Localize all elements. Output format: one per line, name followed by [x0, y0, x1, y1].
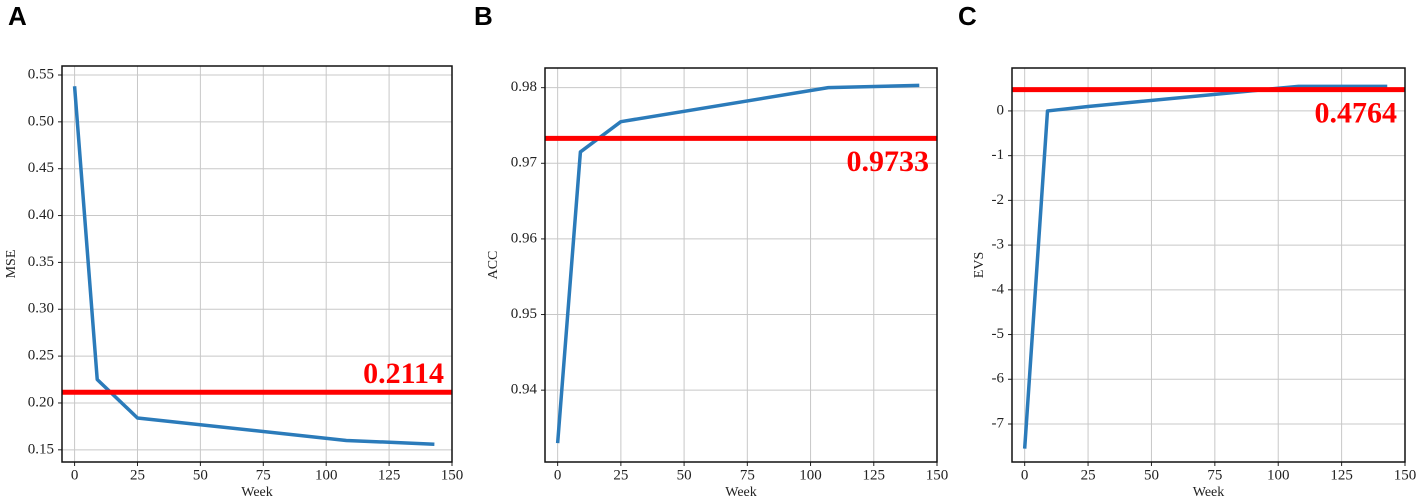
- x-tick-label: 125: [378, 467, 401, 483]
- x-tick-label: 150: [441, 467, 464, 483]
- x-tick-label: 125: [1330, 467, 1353, 483]
- x-tick-label: 125: [863, 467, 886, 483]
- data-line: [1022, 84, 1388, 449]
- data-line: [72, 86, 435, 446]
- y-tick-label: 0.98: [511, 79, 537, 95]
- y-tick-label: -1: [992, 147, 1005, 163]
- y-tick-label: 0.45: [28, 160, 54, 176]
- y-tick-label: 0.55: [28, 66, 54, 82]
- panel-letter: B: [474, 1, 493, 31]
- x-tick-label: 100: [799, 467, 822, 483]
- reference-label: 0.9733: [847, 145, 930, 178]
- x-tick-label: 150: [1394, 467, 1417, 483]
- x-tick-label: 25: [613, 467, 628, 483]
- y-tick-label: 0.20: [28, 394, 54, 410]
- y-tick-label: -3: [992, 237, 1005, 253]
- reference-label: 0.2114: [363, 357, 444, 390]
- y-tick-label: -7: [992, 415, 1005, 431]
- x-axis-label: Week: [725, 485, 757, 500]
- y-axis-label: EVS: [972, 252, 987, 278]
- x-tick-label: 50: [677, 467, 692, 483]
- y-tick-label: 0.96: [511, 230, 538, 246]
- x-tick-label: 0: [71, 467, 79, 483]
- y-tick-label: 0.97: [511, 155, 538, 171]
- x-tick-label: 0: [1021, 467, 1029, 483]
- panel-letter: C: [958, 1, 977, 31]
- y-tick-label: -5: [992, 326, 1005, 342]
- x-axis-label: Week: [241, 485, 273, 500]
- plot-frame: [61, 65, 453, 463]
- x-tick-label: 150: [926, 467, 949, 483]
- panel-letter: A: [8, 1, 27, 31]
- x-tick-label: 50: [193, 467, 208, 483]
- x-tick-label: 25: [130, 467, 145, 483]
- data-line: [555, 83, 920, 444]
- y-tick-label: 0.50: [28, 113, 54, 129]
- y-tick-label: 0: [997, 102, 1005, 118]
- y-tick-label: 0.35: [28, 254, 54, 270]
- y-tick-label: 0.25: [28, 348, 54, 364]
- y-axis-label: ACC: [486, 251, 501, 280]
- x-tick-label: 100: [1267, 467, 1290, 483]
- plot-frame: [544, 67, 938, 463]
- y-tick-label: 0.30: [28, 301, 54, 317]
- x-tick-label: 0: [554, 467, 562, 483]
- x-axis-label: Week: [1193, 485, 1225, 500]
- y-tick-label: 0.15: [28, 441, 54, 457]
- x-tick-label: 25: [1081, 467, 1096, 483]
- y-tick-label: 0.95: [511, 306, 537, 322]
- reference-label: 0.4764: [1315, 97, 1398, 130]
- y-axis-label: MSE: [4, 250, 19, 279]
- y-tick-label: -4: [992, 281, 1005, 297]
- x-tick-label: 75: [1207, 467, 1222, 483]
- x-tick-label: 50: [1144, 467, 1159, 483]
- y-tick-label: 0.94: [511, 382, 538, 398]
- y-tick-label: 0.40: [28, 207, 54, 223]
- x-tick-label: 75: [256, 467, 271, 483]
- x-tick-label: 100: [315, 467, 338, 483]
- x-tick-label: 75: [740, 467, 755, 483]
- y-tick-label: -6: [992, 371, 1005, 387]
- plot-frame: [1011, 67, 1406, 463]
- y-tick-label: -2: [992, 192, 1005, 208]
